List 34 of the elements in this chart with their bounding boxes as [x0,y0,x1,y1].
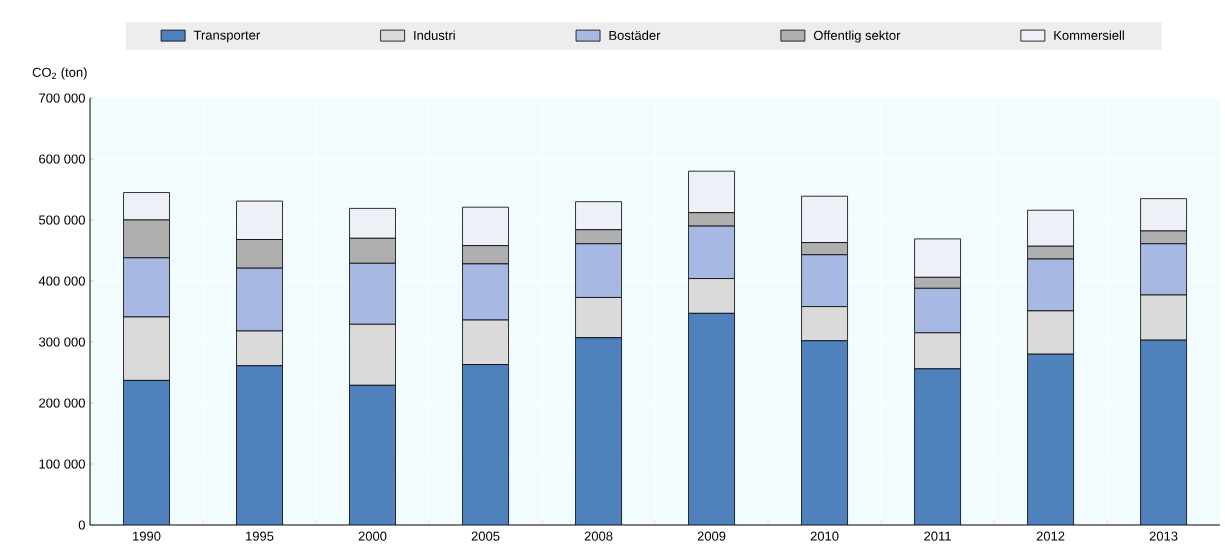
y-tick-label: 300 000 [38,337,85,347]
x-tick-label: 2010 [810,531,839,541]
legend-label: Kommersiell [1054,30,1124,40]
x-tick-label: 2005 [471,531,500,541]
bar [914,368,961,525]
bar [462,364,509,525]
y-tick-label: 500 000 [39,215,85,225]
bar [801,340,848,525]
y-axis-title: CO$_{2}$ (ton) [32,67,87,80]
y-tick-label: 400 000 [38,276,85,286]
x-tick-label: 2000 [358,531,387,541]
y-tick-label: 200 000 [39,398,85,408]
y-tick-label: 0 [78,520,85,530]
x-tick-label: 2013 [1149,531,1178,541]
x-tick-label: 2009 [697,531,726,541]
legend-label: Offentlig sektor [813,30,901,43]
bar [1140,339,1187,525]
legend-label: Bostäder [609,30,661,40]
bar [349,385,396,525]
legend-label: Industri [414,30,455,40]
bar [575,337,622,525]
legend-label: Transporter [193,30,260,43]
y-tick-label: 100 000 [39,459,85,469]
x-tick-label: 1990 [133,531,161,541]
x-tick-label: 2011 [924,531,951,541]
bar [688,313,735,525]
x-tick-label: 2008 [584,531,613,541]
y-tick-label: 700 000 [39,93,85,103]
x-tick-label: 2012 [1036,531,1065,541]
x-tick-label: 1995 [246,531,274,541]
y-tick-label: 600 000 [39,154,85,164]
bar [123,380,170,525]
bar [236,365,283,525]
bar [1027,354,1074,525]
